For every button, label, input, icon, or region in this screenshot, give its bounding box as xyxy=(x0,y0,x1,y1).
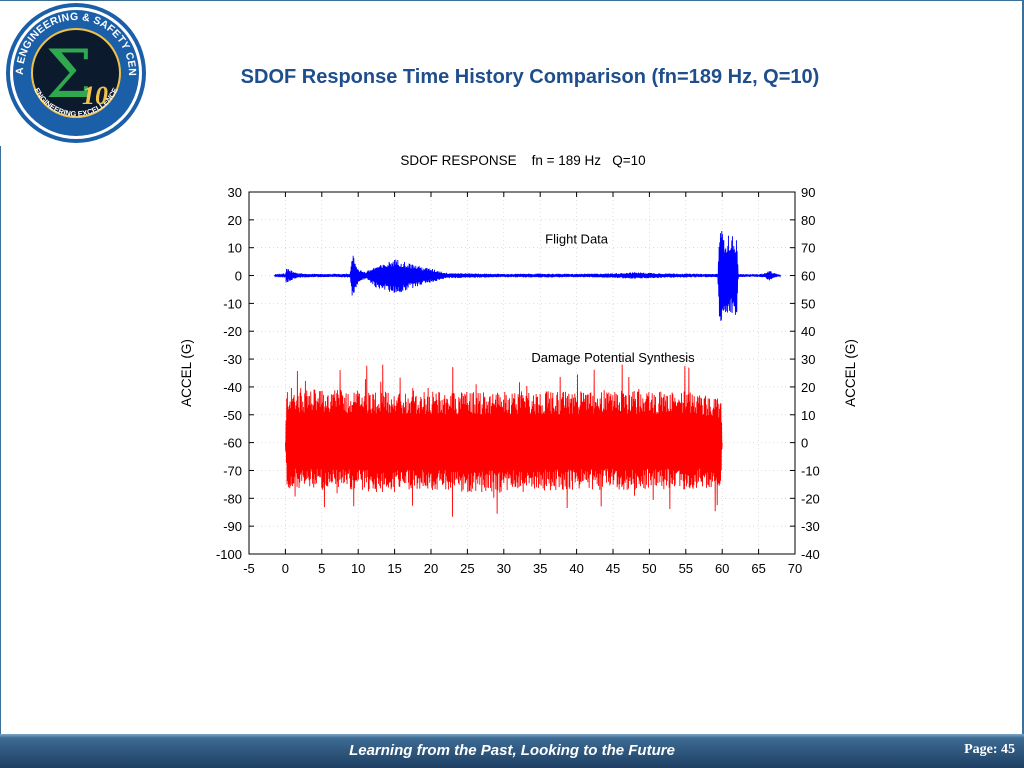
labels-layer: -5 0 5 10 15 20 25 30 35 40 45 50 55 60 65 703020100-10… xyxy=(179,153,858,576)
sigma-icon: Σ xyxy=(46,36,93,113)
y-tick-label-right: -30 xyxy=(801,519,820,534)
y-tick-label-left: -40 xyxy=(223,380,242,395)
x-tick-label: 35 xyxy=(533,561,547,576)
damage-potential-synthesis-series xyxy=(284,364,723,517)
y-tick-label-right: 90 xyxy=(801,185,815,200)
slide-frame xyxy=(0,0,1024,735)
y-axis-label-right: ACCEL (G) xyxy=(843,339,858,407)
y-tick-label-left: 10 xyxy=(228,241,242,256)
x-tick-label: 25 xyxy=(460,561,474,576)
y-tick-label-left: -10 xyxy=(223,296,242,311)
y-tick-label-left: -90 xyxy=(223,519,242,534)
y-tick-label-left: 20 xyxy=(228,213,242,228)
y-tick-label-right: 30 xyxy=(801,352,815,367)
slide-left-rule xyxy=(0,146,1,734)
sdof-response-chart: -5 0 5 10 15 20 25 30 35 40 45 50 55 60 65 703020100-10… xyxy=(179,153,858,576)
y-tick-label-left: -30 xyxy=(223,352,242,367)
page-number: Page: 45 xyxy=(964,742,1015,757)
x-tick-label: 50 xyxy=(642,561,656,576)
grid-layer xyxy=(248,191,796,555)
plot-frame xyxy=(248,191,796,555)
y-tick-label-right: 40 xyxy=(801,324,815,339)
y-tick-label-right: -20 xyxy=(801,491,820,506)
x-tick-label: 15 xyxy=(387,561,401,576)
nesc-logo-image: NASA ENGINEERING & SAFETY CENTER ENGINEE… xyxy=(0,0,146,143)
y-tick-label-right: 80 xyxy=(801,213,815,228)
y-axis-label-left: ACCEL (G) xyxy=(179,339,194,407)
y-tick-label-left: 30 xyxy=(228,185,242,200)
flight-data-line xyxy=(274,230,781,321)
footer-bar: Learning from the Past, Looking to the F… xyxy=(0,734,1024,768)
y-tick-label-left: -20 xyxy=(223,324,242,339)
flight-data-series xyxy=(274,230,781,321)
chart-title: SDOF RESPONSE fn = 189 Hz Q=10 xyxy=(400,153,645,168)
x-tick-label: 55 xyxy=(679,561,693,576)
x-tick-label: 70 xyxy=(788,561,802,576)
y-tick-label-left: -100 xyxy=(216,547,242,562)
slide-title: SDOF Response Time History Comparison (f… xyxy=(240,66,820,88)
chart-annotation: Damage Potential Synthesis xyxy=(531,350,695,365)
y-tick-label-right: 70 xyxy=(801,241,815,256)
chart-container: -5 0 5 10 15 20 25 30 35 40 45 50 55 60 65 70 30 20 10 0 -10… xyxy=(179,153,858,576)
x-tick-label: -5 xyxy=(243,561,255,576)
nesc-logo: NASA ENGINEERING & SAFETY CENTER ENGINEE… xyxy=(0,0,149,146)
x-tick-label: 0 xyxy=(282,561,289,576)
logo-number: 10 xyxy=(82,81,108,110)
x-tick-label: 40 xyxy=(569,561,583,576)
y-tick-label-right: 60 xyxy=(801,269,815,284)
ticks-layer xyxy=(248,191,796,555)
y-tick-label-right: 50 xyxy=(801,296,815,311)
x-tick-label: 10 xyxy=(351,561,365,576)
y-tick-label-left: -80 xyxy=(223,491,242,506)
y-tick-label-right: 0 xyxy=(801,436,808,451)
y-tick-label-right: 10 xyxy=(801,408,815,423)
y-tick-label-left: -50 xyxy=(223,408,242,423)
y-tick-label-left: -70 xyxy=(223,463,242,478)
x-tick-label: 65 xyxy=(751,561,765,576)
y-tick-label-left: -60 xyxy=(223,436,242,451)
chart-annotation: Flight Data xyxy=(545,232,609,247)
x-tick-label: 20 xyxy=(424,561,438,576)
x-tick-label: 5 xyxy=(318,561,325,576)
x-tick-label: 45 xyxy=(606,561,620,576)
damage-potential-synthesis-line xyxy=(284,364,723,517)
y-tick-label-right: -10 xyxy=(801,463,820,478)
x-tick-label: 60 xyxy=(715,561,729,576)
footer-tagline: Learning from the Past, Looking to the F… xyxy=(349,742,675,759)
x-tick-label: 30 xyxy=(497,561,511,576)
y-tick-label-right: -40 xyxy=(801,547,820,562)
y-tick-label-right: 20 xyxy=(801,380,815,395)
logo-core xyxy=(31,28,121,118)
y-tick-label-left: 0 xyxy=(235,269,242,284)
